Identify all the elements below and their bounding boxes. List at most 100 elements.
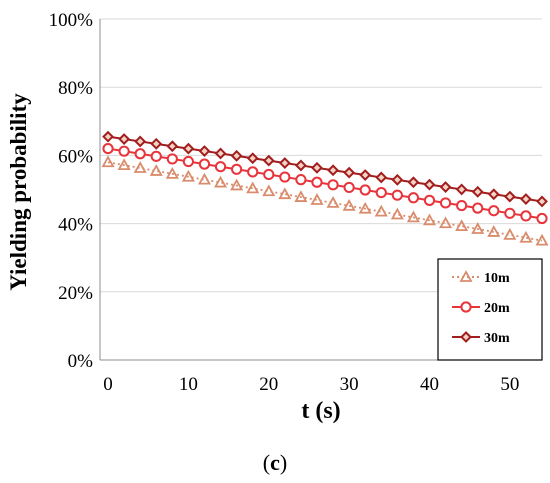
x-tick-label-40: 40 <box>420 374 439 395</box>
x-tick-label-0: 0 <box>103 374 113 395</box>
point-30m-20 <box>262 154 275 167</box>
point-10m-4 <box>133 161 147 173</box>
point-20m-4 <box>134 148 146 160</box>
legend-label-10m: 10m <box>484 271 510 286</box>
grid <box>100 18 542 293</box>
point-20m-48 <box>488 205 500 217</box>
point-10m-50 <box>503 227 517 240</box>
point-10m-44 <box>455 219 469 232</box>
point-20m-18 <box>247 166 259 178</box>
series-30m <box>102 130 548 208</box>
point-10m-54 <box>535 233 549 246</box>
point-20m-20 <box>263 168 275 181</box>
point-30m-8 <box>166 140 179 153</box>
series-line-30m <box>107 135 543 203</box>
caption-letter: c <box>270 450 280 475</box>
point-10m-12 <box>197 172 212 185</box>
point-30m-12 <box>198 145 211 157</box>
point-10m-52 <box>519 230 533 243</box>
point-20m-6 <box>150 150 162 162</box>
series <box>101 130 549 246</box>
point-30m-16 <box>230 149 243 162</box>
legend-box <box>437 258 543 361</box>
point-30m-32 <box>359 169 372 181</box>
legend-marker-10m <box>459 270 473 282</box>
point-10m-22 <box>278 187 292 200</box>
legend-item-20m: 20m <box>452 301 510 316</box>
point-10m-2 <box>117 158 131 171</box>
y-tick-label-80: 80% <box>58 78 93 99</box>
point-10m-30 <box>342 198 356 211</box>
x-tick-label-20: 20 <box>259 374 278 395</box>
series-10m <box>101 155 549 246</box>
point-30m-38 <box>407 176 420 189</box>
point-20m-46 <box>472 202 484 214</box>
caption-open: ( <box>263 450 270 475</box>
point-30m-36 <box>391 173 404 186</box>
point-30m-18 <box>246 152 259 165</box>
point-20m-36 <box>391 189 403 201</box>
point-10m-36 <box>390 207 404 220</box>
point-20m-14 <box>214 161 227 173</box>
point-10m-46 <box>471 222 485 234</box>
point-10m-16 <box>230 178 244 191</box>
point-10m-42 <box>439 216 453 229</box>
point-20m-22 <box>279 171 291 183</box>
point-30m-54 <box>536 195 548 208</box>
point-20m-52 <box>520 210 532 222</box>
point-20m-24 <box>295 174 307 186</box>
point-10m-40 <box>422 213 437 226</box>
point-20m-26 <box>311 176 323 188</box>
point-30m-30 <box>343 166 356 179</box>
x-axis-title: t (s) <box>301 398 340 424</box>
point-30m-0 <box>102 130 114 143</box>
point-30m-42 <box>439 181 452 193</box>
point-20m-34 <box>375 186 387 199</box>
point-20m-38 <box>407 192 420 204</box>
point-30m-48 <box>487 188 500 201</box>
x-tick-label-50: 50 <box>500 374 519 395</box>
point-10m-20 <box>262 184 276 197</box>
y-tick-label-20: 20% <box>58 283 93 304</box>
point-30m-2 <box>118 133 131 145</box>
point-10m-48 <box>487 225 501 237</box>
point-10m-18 <box>246 181 260 194</box>
point-10m-26 <box>310 193 324 205</box>
point-20m-30 <box>343 181 355 194</box>
y-tick-label-0: 0% <box>68 351 94 372</box>
point-30m-40 <box>423 178 436 191</box>
point-20m-16 <box>231 163 243 175</box>
point-20m-8 <box>166 153 178 165</box>
point-30m-26 <box>311 161 323 174</box>
figure-caption: (c) <box>263 450 287 475</box>
y-tick-label-40: 40% <box>58 215 93 236</box>
point-30m-10 <box>182 142 195 155</box>
point-10m-38 <box>406 210 420 223</box>
point-10m-32 <box>358 201 372 214</box>
point-20m-0 <box>102 142 114 155</box>
point-30m-24 <box>294 159 307 172</box>
point-10m-24 <box>294 190 308 202</box>
point-10m-0 <box>101 155 115 168</box>
y-tick-label-100: 100% <box>49 10 94 31</box>
caption-close: ) <box>280 450 287 475</box>
point-30m-22 <box>278 157 291 169</box>
point-10m-34 <box>374 204 388 217</box>
point-30m-50 <box>503 190 516 203</box>
x-tick-label-30: 30 <box>340 374 359 395</box>
legend-item-10m: 10m <box>452 270 510 286</box>
point-30m-52 <box>520 193 532 205</box>
point-10m-28 <box>326 196 340 208</box>
legend-item-30m: 30m <box>452 331 510 346</box>
y-axis-title: Yielding probability <box>6 93 31 291</box>
point-30m-14 <box>214 147 227 160</box>
legend-marker-30m <box>460 331 472 343</box>
point-20m-2 <box>118 145 130 157</box>
point-20m-44 <box>456 199 468 212</box>
point-10m-8 <box>165 166 179 179</box>
point-30m-44 <box>455 183 468 196</box>
x-tick-label-10: 10 <box>179 374 198 395</box>
point-10m-14 <box>214 175 228 188</box>
legend-marker-20m <box>460 301 472 313</box>
